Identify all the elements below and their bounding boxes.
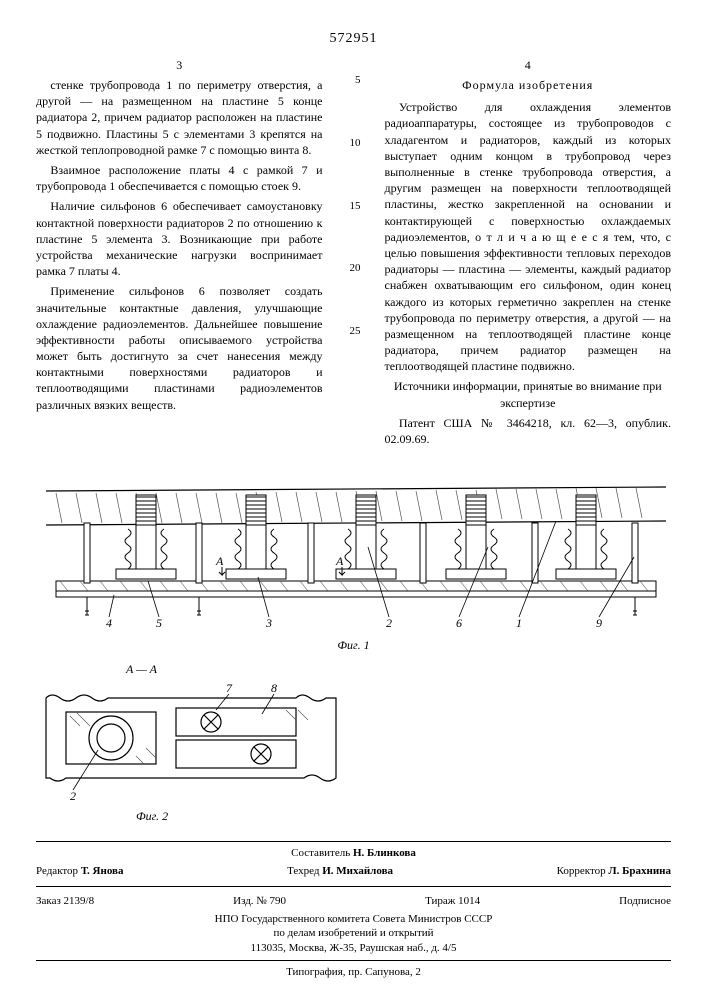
page: 572951 3 стенке трубопровода 1 по периме… <box>0 0 707 1000</box>
fig1-label-1: 1 <box>516 616 522 630</box>
right-column: 4 Формула изобретения Устройство для охл… <box>385 57 672 451</box>
sources-body: Патент США № 3464218, кл. 62—3, опублик.… <box>385 415 672 447</box>
org-address: 113035, Москва, Ж-35, Раушская наб., д. … <box>36 941 671 956</box>
fig1-label-2: 2 <box>386 616 392 630</box>
document-number: 572951 <box>36 30 671 49</box>
figure-2-svg: 2 7 8 <box>36 678 376 808</box>
lineno: 5 <box>347 73 361 88</box>
fig1-label-4: 4 <box>106 616 112 630</box>
lineno: 10 <box>347 136 361 151</box>
tech-label: Техред <box>287 865 319 877</box>
tech-name: И. Михайлова <box>322 865 393 877</box>
lineno: 25 <box>347 324 361 339</box>
left-p4: Применение сильфонов 6 позволяет создать… <box>36 283 323 413</box>
corrector-label: Корректор <box>557 865 606 877</box>
editor-label: Редактор <box>36 865 78 877</box>
figure-2-caption: Фиг. 2 <box>36 808 385 824</box>
edition-no: Изд. № 790 <box>233 894 286 909</box>
line-number-gutter: 5 10 15 20 25 <box>347 57 361 451</box>
compiler-label: Составитель <box>291 847 350 859</box>
publication-block: Заказ 2139/8 Изд. № 790 Тираж 1014 Подпи… <box>36 886 671 961</box>
left-p3: Наличие сильфонов 6 обеспечивает самоуст… <box>36 198 323 279</box>
fig2-label-7: 7 <box>226 681 233 695</box>
left-p2: Взаимное расположение платы 4 с рамкой 7… <box>36 162 323 194</box>
svg-text:A: A <box>215 554 224 568</box>
org-line-2: по делам изобретений и открытий <box>36 926 671 941</box>
printer: Типография, пр. Сапунова, 2 <box>36 961 671 980</box>
figure-1: A A 4 5 3 2 6 1 9 <box>36 477 671 653</box>
fig2-label-8: 8 <box>271 681 277 695</box>
editor-name: Т. Янова <box>81 865 124 877</box>
sources-heading: Источники информации, принятые во вниман… <box>385 378 672 410</box>
figure-1-svg: A A 4 5 3 2 6 1 9 <box>36 477 676 637</box>
colophon: Составитель Н. Блинкова Редактор Т. Янов… <box>36 841 671 980</box>
fig1-label-5: 5 <box>156 616 162 630</box>
fig1-label-6: 6 <box>456 616 462 630</box>
col-number-right: 4 <box>385 57 672 73</box>
fig1-label-3: 3 <box>265 616 272 630</box>
order-no: Заказ 2139/8 <box>36 894 94 909</box>
left-column: 3 стенке трубопровода 1 по периметру отв… <box>36 57 323 451</box>
svg-text:A: A <box>335 554 344 568</box>
lineno: 20 <box>347 261 361 276</box>
lineno: 15 <box>347 199 361 214</box>
fig1-label-9: 9 <box>596 616 602 630</box>
figure-1-caption: Фиг. 1 <box>36 637 671 653</box>
left-p1: стенке трубопровода 1 по периметру отвер… <box>36 77 323 158</box>
org-line-1: НПО Государственного комитета Совета Мин… <box>36 912 671 927</box>
compiler-name: Н. Блинкова <box>353 847 416 859</box>
fig2-label-2: 2 <box>70 789 76 803</box>
claim-heading: Формула изобретения <box>385 77 672 93</box>
col-number-left: 3 <box>36 57 323 73</box>
corrector-name: Л. Брахнина <box>608 865 671 877</box>
figure-2: A — A <box>36 661 385 823</box>
print-run: Тираж 1014 <box>425 894 480 909</box>
subscription: Подписное <box>619 894 671 909</box>
claim-body: Устройство для охлаждения элементов ради… <box>385 99 672 374</box>
figure-2-section-label: A — A <box>36 661 385 677</box>
